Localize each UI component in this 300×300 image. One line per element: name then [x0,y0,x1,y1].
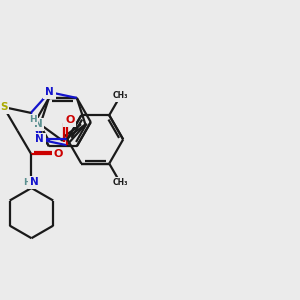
Text: H: H [23,178,30,187]
Text: N: N [45,87,54,97]
Text: S: S [0,102,7,112]
Text: O: O [53,149,63,160]
Text: CH₃: CH₃ [112,92,128,100]
Text: N: N [34,119,43,130]
Text: CH₃: CH₃ [112,178,128,188]
Text: O: O [65,115,74,125]
Text: H: H [29,115,37,124]
Text: N: N [35,134,44,144]
Text: N: N [30,177,39,188]
